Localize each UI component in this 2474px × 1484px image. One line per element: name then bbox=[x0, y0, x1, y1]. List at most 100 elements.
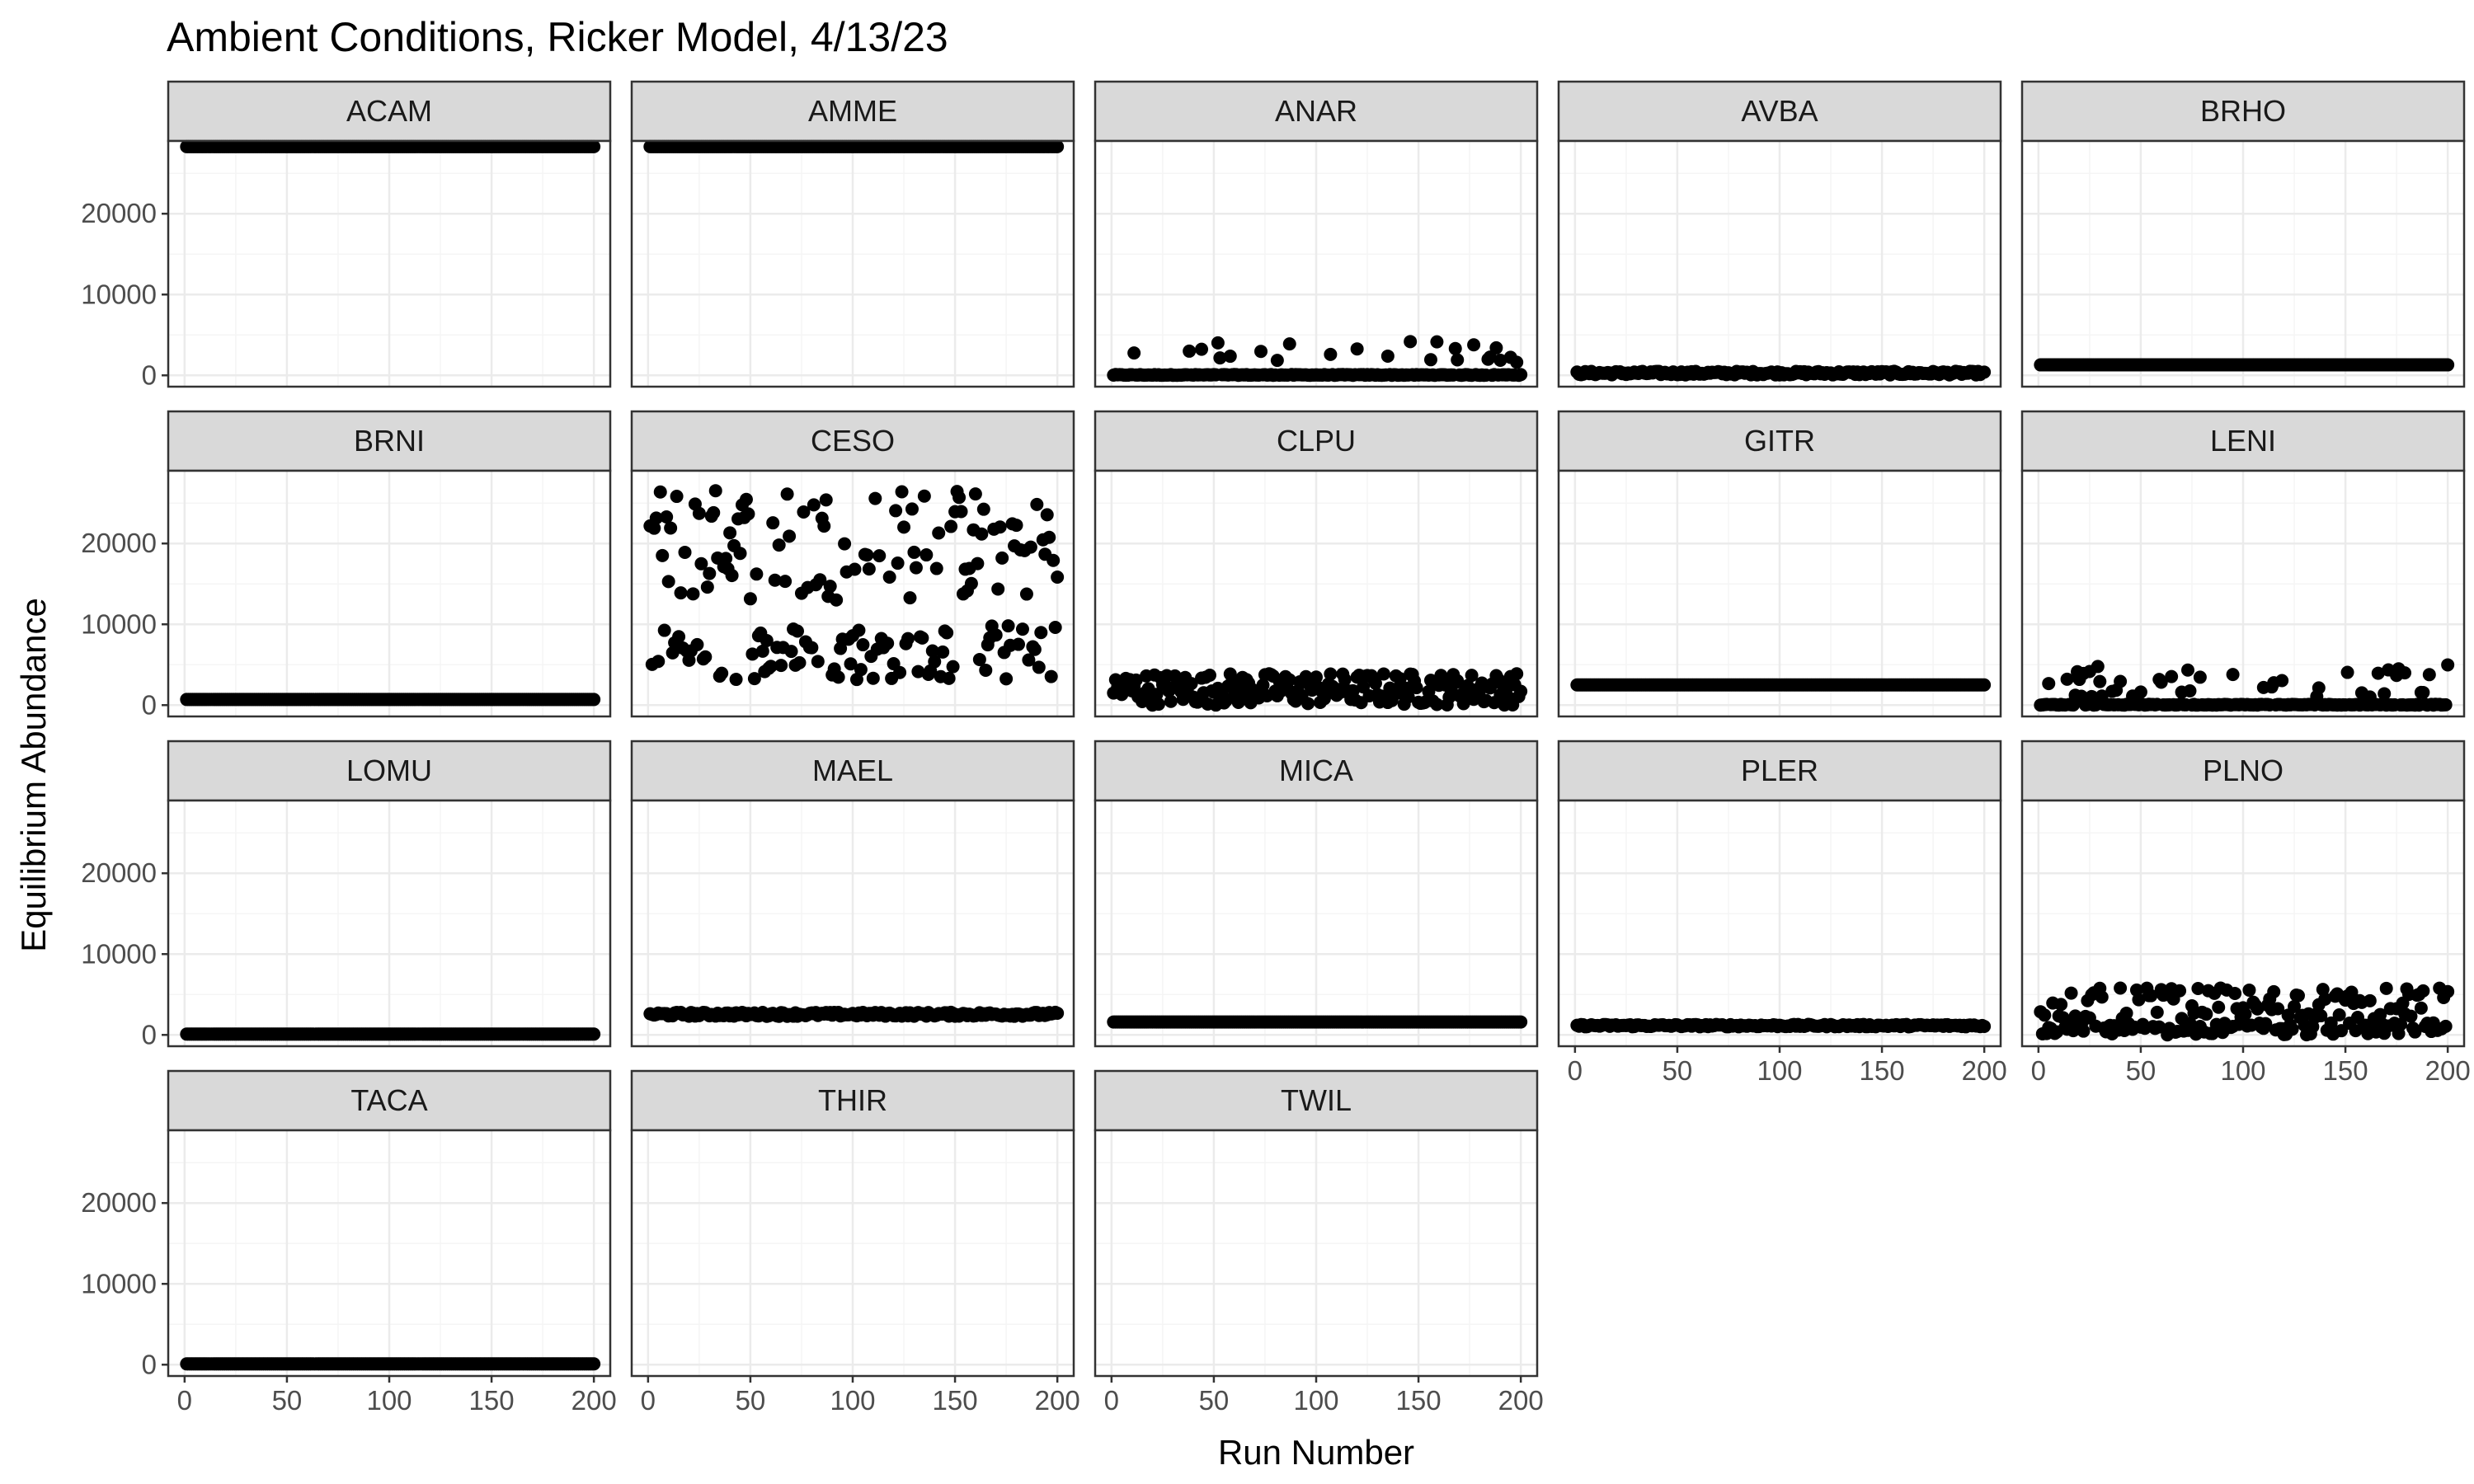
data-point bbox=[1282, 337, 1296, 351]
data-point bbox=[893, 665, 907, 679]
data-points bbox=[180, 1357, 601, 1371]
data-point bbox=[1001, 619, 1015, 633]
data-point bbox=[2378, 687, 2392, 701]
data-point bbox=[932, 526, 946, 540]
data-point bbox=[1051, 1006, 1065, 1020]
y-tick-label: 10000 bbox=[81, 1268, 157, 1298]
data-point bbox=[1514, 684, 1528, 698]
data-points bbox=[1107, 1015, 1528, 1029]
data-point bbox=[2042, 677, 2056, 691]
data-point bbox=[1270, 354, 1284, 368]
data-point bbox=[2324, 1016, 2338, 1030]
data-point bbox=[1044, 669, 1058, 683]
facet-strip bbox=[1557, 740, 2002, 802]
data-point bbox=[1978, 678, 1992, 692]
facet-panel-avba: AVBA bbox=[1557, 80, 2002, 388]
y-tick-label: 0 bbox=[142, 1019, 157, 1050]
y-axis-title: Equilibrium Abundance bbox=[14, 598, 53, 952]
facet-strip-label: CESO bbox=[811, 424, 895, 458]
data-point bbox=[805, 641, 819, 655]
facet-strip-label: TACA bbox=[350, 1083, 427, 1117]
data-point bbox=[686, 587, 700, 601]
data-point bbox=[2183, 1017, 2197, 1031]
y-tick-label: 20000 bbox=[81, 857, 157, 888]
data-point bbox=[698, 650, 713, 664]
data-point bbox=[971, 556, 985, 571]
data-point bbox=[692, 506, 706, 520]
x-tick-label: 50 bbox=[736, 1385, 766, 1416]
data-point bbox=[703, 566, 717, 580]
data-point bbox=[2259, 1017, 2273, 1031]
data-point bbox=[1195, 342, 1209, 356]
x-tick-label: 100 bbox=[1293, 1385, 1338, 1416]
data-point bbox=[1430, 335, 1444, 349]
facet-panel-mica: MICA bbox=[1094, 740, 1539, 1048]
facet-strip bbox=[2020, 80, 2466, 143]
data-point bbox=[1051, 571, 1065, 585]
data-point bbox=[2228, 986, 2242, 1000]
y-tick-label: 0 bbox=[142, 1349, 157, 1379]
data-point bbox=[1256, 679, 1270, 693]
data-point bbox=[2267, 984, 2281, 998]
data-point bbox=[2238, 1007, 2252, 1021]
facet-strip bbox=[1094, 1069, 1539, 1132]
data-point bbox=[2060, 672, 2074, 686]
data-point bbox=[929, 561, 943, 575]
data-point bbox=[651, 655, 666, 669]
data-point bbox=[866, 671, 880, 685]
data-points bbox=[180, 693, 601, 707]
facet-strip-label: ACAM bbox=[346, 94, 432, 128]
data-point bbox=[780, 487, 794, 501]
data-point bbox=[647, 521, 661, 535]
data-point bbox=[1448, 341, 1462, 355]
data-point bbox=[2345, 985, 2359, 999]
data-points bbox=[1570, 1017, 1992, 1034]
x-tick-label: 100 bbox=[2220, 1055, 2265, 1086]
data-point bbox=[715, 666, 729, 680]
data-point bbox=[976, 502, 990, 516]
data-point bbox=[993, 520, 1007, 534]
x-tick-label: 50 bbox=[1663, 1055, 1693, 1086]
data-point bbox=[774, 659, 788, 673]
data-point bbox=[1393, 672, 1407, 686]
data-point bbox=[2340, 665, 2354, 679]
facet-strip bbox=[630, 80, 1075, 143]
data-point bbox=[719, 552, 733, 566]
data-point bbox=[2173, 984, 2187, 998]
facet-strip bbox=[167, 410, 612, 472]
panel-border bbox=[1094, 469, 1539, 718]
data-point bbox=[1514, 368, 1528, 382]
data-point bbox=[872, 549, 887, 563]
data-points bbox=[2034, 981, 2455, 1042]
data-point bbox=[657, 623, 671, 637]
data-point bbox=[2038, 1008, 2052, 1022]
data-point bbox=[1324, 347, 1338, 361]
y-tick-label: 20000 bbox=[81, 198, 157, 228]
facet-strip-label: AMME bbox=[808, 94, 897, 128]
data-point bbox=[891, 556, 905, 571]
facet-strip bbox=[167, 740, 612, 802]
data-point bbox=[2441, 984, 2455, 998]
y-tick-label: 20000 bbox=[81, 528, 157, 558]
x-tick-label: 200 bbox=[1035, 1385, 1080, 1416]
data-points bbox=[643, 1005, 1065, 1023]
data-point bbox=[2332, 1008, 2346, 1022]
data-point bbox=[817, 519, 831, 533]
data-point bbox=[897, 520, 911, 534]
panel-border bbox=[1557, 139, 2002, 388]
data-points bbox=[1570, 678, 1992, 692]
panel-border bbox=[1557, 469, 2002, 718]
data-point bbox=[2165, 669, 2179, 683]
facet-strip-label: GITR bbox=[1744, 424, 1815, 458]
data-points bbox=[2034, 658, 2455, 712]
panel-border bbox=[2020, 469, 2466, 718]
data-point bbox=[1019, 587, 1033, 601]
data-point bbox=[2095, 990, 2109, 1004]
data-point bbox=[917, 489, 931, 503]
data-point bbox=[2292, 989, 2305, 1003]
facet-strip-label: CLPU bbox=[1277, 424, 1356, 458]
facet-panel-plno: PLNO 0 50 100 150 200 bbox=[2020, 740, 2471, 1086]
data-point bbox=[2363, 993, 2377, 1007]
facet-panel-clpu: CLPU bbox=[1094, 410, 1539, 718]
